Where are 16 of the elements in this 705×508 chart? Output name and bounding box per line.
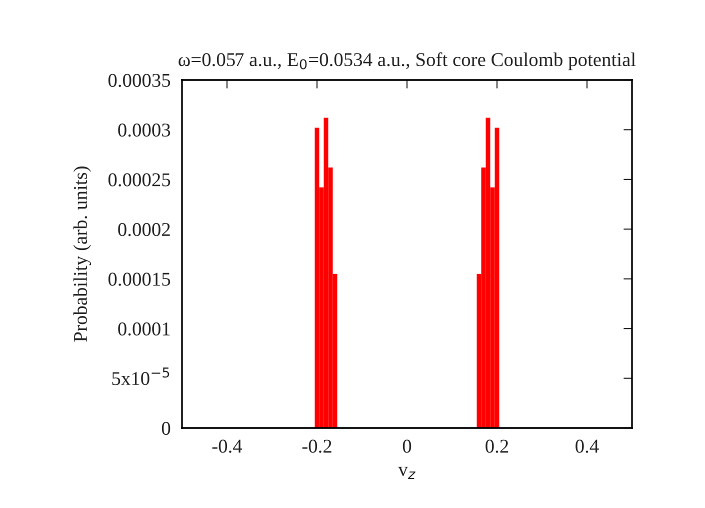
chart-title: ω=0.057 a.u., E$_{0}$=0.0534 a.u., Soft core Coulomb potential	[178, 52, 636, 70]
x-tick-label: 0.2	[486, 440, 508, 453]
y-tick-label: 0.0001	[118, 322, 170, 336]
x-tick-label: 0	[402, 440, 412, 453]
x-tick-label: -0.4	[212, 440, 242, 453]
y-tick-label: 5x10$^{−5}$	[112, 368, 170, 386]
y-tick-label: 0.00025	[108, 173, 170, 186]
y-tick-label: 0.00015	[108, 272, 170, 286]
x-tick-label: 0.4	[576, 440, 599, 453]
y-axis-title: Probability (arb. units)	[73, 166, 92, 342]
x-axis-title: v$_{z}$	[398, 466, 416, 479]
y-tick-label: 0.0003	[118, 124, 170, 137]
y-tick-label: 0	[162, 422, 170, 435]
y-tick-label: 0.0002	[118, 222, 170, 236]
y-tick-label: 0.00035	[108, 74, 170, 88]
x-tick-label: -0.2	[302, 440, 332, 453]
